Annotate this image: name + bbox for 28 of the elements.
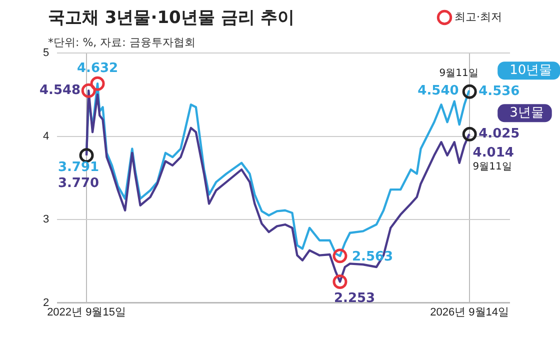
annotation: 9월11일 xyxy=(439,68,478,79)
legend-label: 최고·최저 xyxy=(454,10,502,24)
text: 10년물 xyxy=(510,63,552,78)
annotation: 3.791 xyxy=(58,160,100,176)
chart-title: 국고채 3년물·10년물 금리 추이 xyxy=(48,7,295,29)
point xyxy=(462,84,477,99)
annotation: 3.770 xyxy=(58,176,100,191)
y-tick-label: 3 xyxy=(42,214,50,226)
annotation: 4.025 xyxy=(478,126,520,142)
annotation: 4.014 xyxy=(472,145,514,160)
annotation: 4.540 xyxy=(418,84,459,99)
annotation: 4.548 xyxy=(39,83,81,98)
y-tick-label: 5 xyxy=(42,47,50,60)
point xyxy=(332,248,348,264)
point xyxy=(81,83,96,98)
y-tick-label: 4 xyxy=(42,130,50,142)
annotation: 9월11일 xyxy=(472,162,512,173)
x-tick-label: 2026년 9월14일 xyxy=(430,306,510,318)
x-tick-label: 2022년 9월15일 xyxy=(47,306,126,318)
annotation: 4.632 xyxy=(76,61,118,76)
y-tick-label: 2 xyxy=(42,296,50,309)
chart-subtitle: *단위: %, 자료: 금융투자협회 xyxy=(48,35,196,49)
point xyxy=(462,126,477,142)
text: 3년물 xyxy=(510,106,544,121)
point xyxy=(90,76,105,91)
point xyxy=(332,274,348,289)
annotation: 2.253 xyxy=(334,291,376,306)
annotation: 4.536 xyxy=(478,84,520,100)
